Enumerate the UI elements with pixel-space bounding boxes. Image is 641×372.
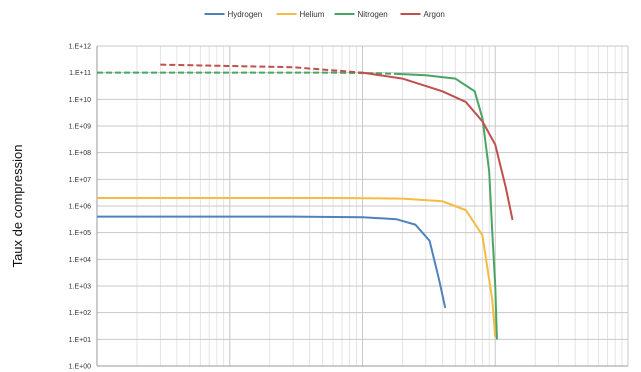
y-tick-label: 1.E+00 — [69, 364, 91, 371]
series-line-nitrogen — [396, 72, 498, 340]
legend-label-helium: Helium — [300, 10, 325, 19]
series-line-argon — [362, 71, 514, 221]
y-tick-label: 1.E+03 — [69, 284, 91, 291]
y-tick-label: 1.E+11 — [69, 70, 91, 77]
series-line-hydrogen — [97, 215, 447, 309]
plot-area: 1.E+00 1.E+01 1.E+02 1.E+03 1.E+04 1.E+05 1.E+… — [69, 44, 629, 371]
y-tick-label: 1.E+02 — [69, 310, 91, 317]
y-tick-label: 1.E+07 — [69, 177, 91, 184]
y-tick-label: 1.E+09 — [69, 124, 91, 131]
legend-label-nitrogen: Nitrogen — [358, 10, 388, 19]
series-line-helium — [97, 196, 497, 338]
legend: Hydrogen Helium Nitrogen Argon — [204, 10, 445, 19]
y-tick-label: 1.E+06 — [69, 204, 91, 211]
y-tick-label: 1.E+01 — [69, 337, 91, 344]
y-tick-label: 1.E+08 — [69, 150, 91, 157]
series-line-nitrogen-dashed — [97, 71, 397, 75]
y-tick-label: 1.E+10 — [69, 97, 91, 104]
y-tick-label: 1.E+05 — [69, 230, 91, 237]
y-axis-label: Taux de compression — [10, 145, 25, 268]
legend-label-argon: Argon — [424, 10, 445, 19]
y-tick-label: 1.E+04 — [69, 257, 91, 264]
legend-label-hydrogen: Hydrogen — [228, 10, 263, 19]
y-tick-label: 1.E+12 — [69, 44, 91, 51]
